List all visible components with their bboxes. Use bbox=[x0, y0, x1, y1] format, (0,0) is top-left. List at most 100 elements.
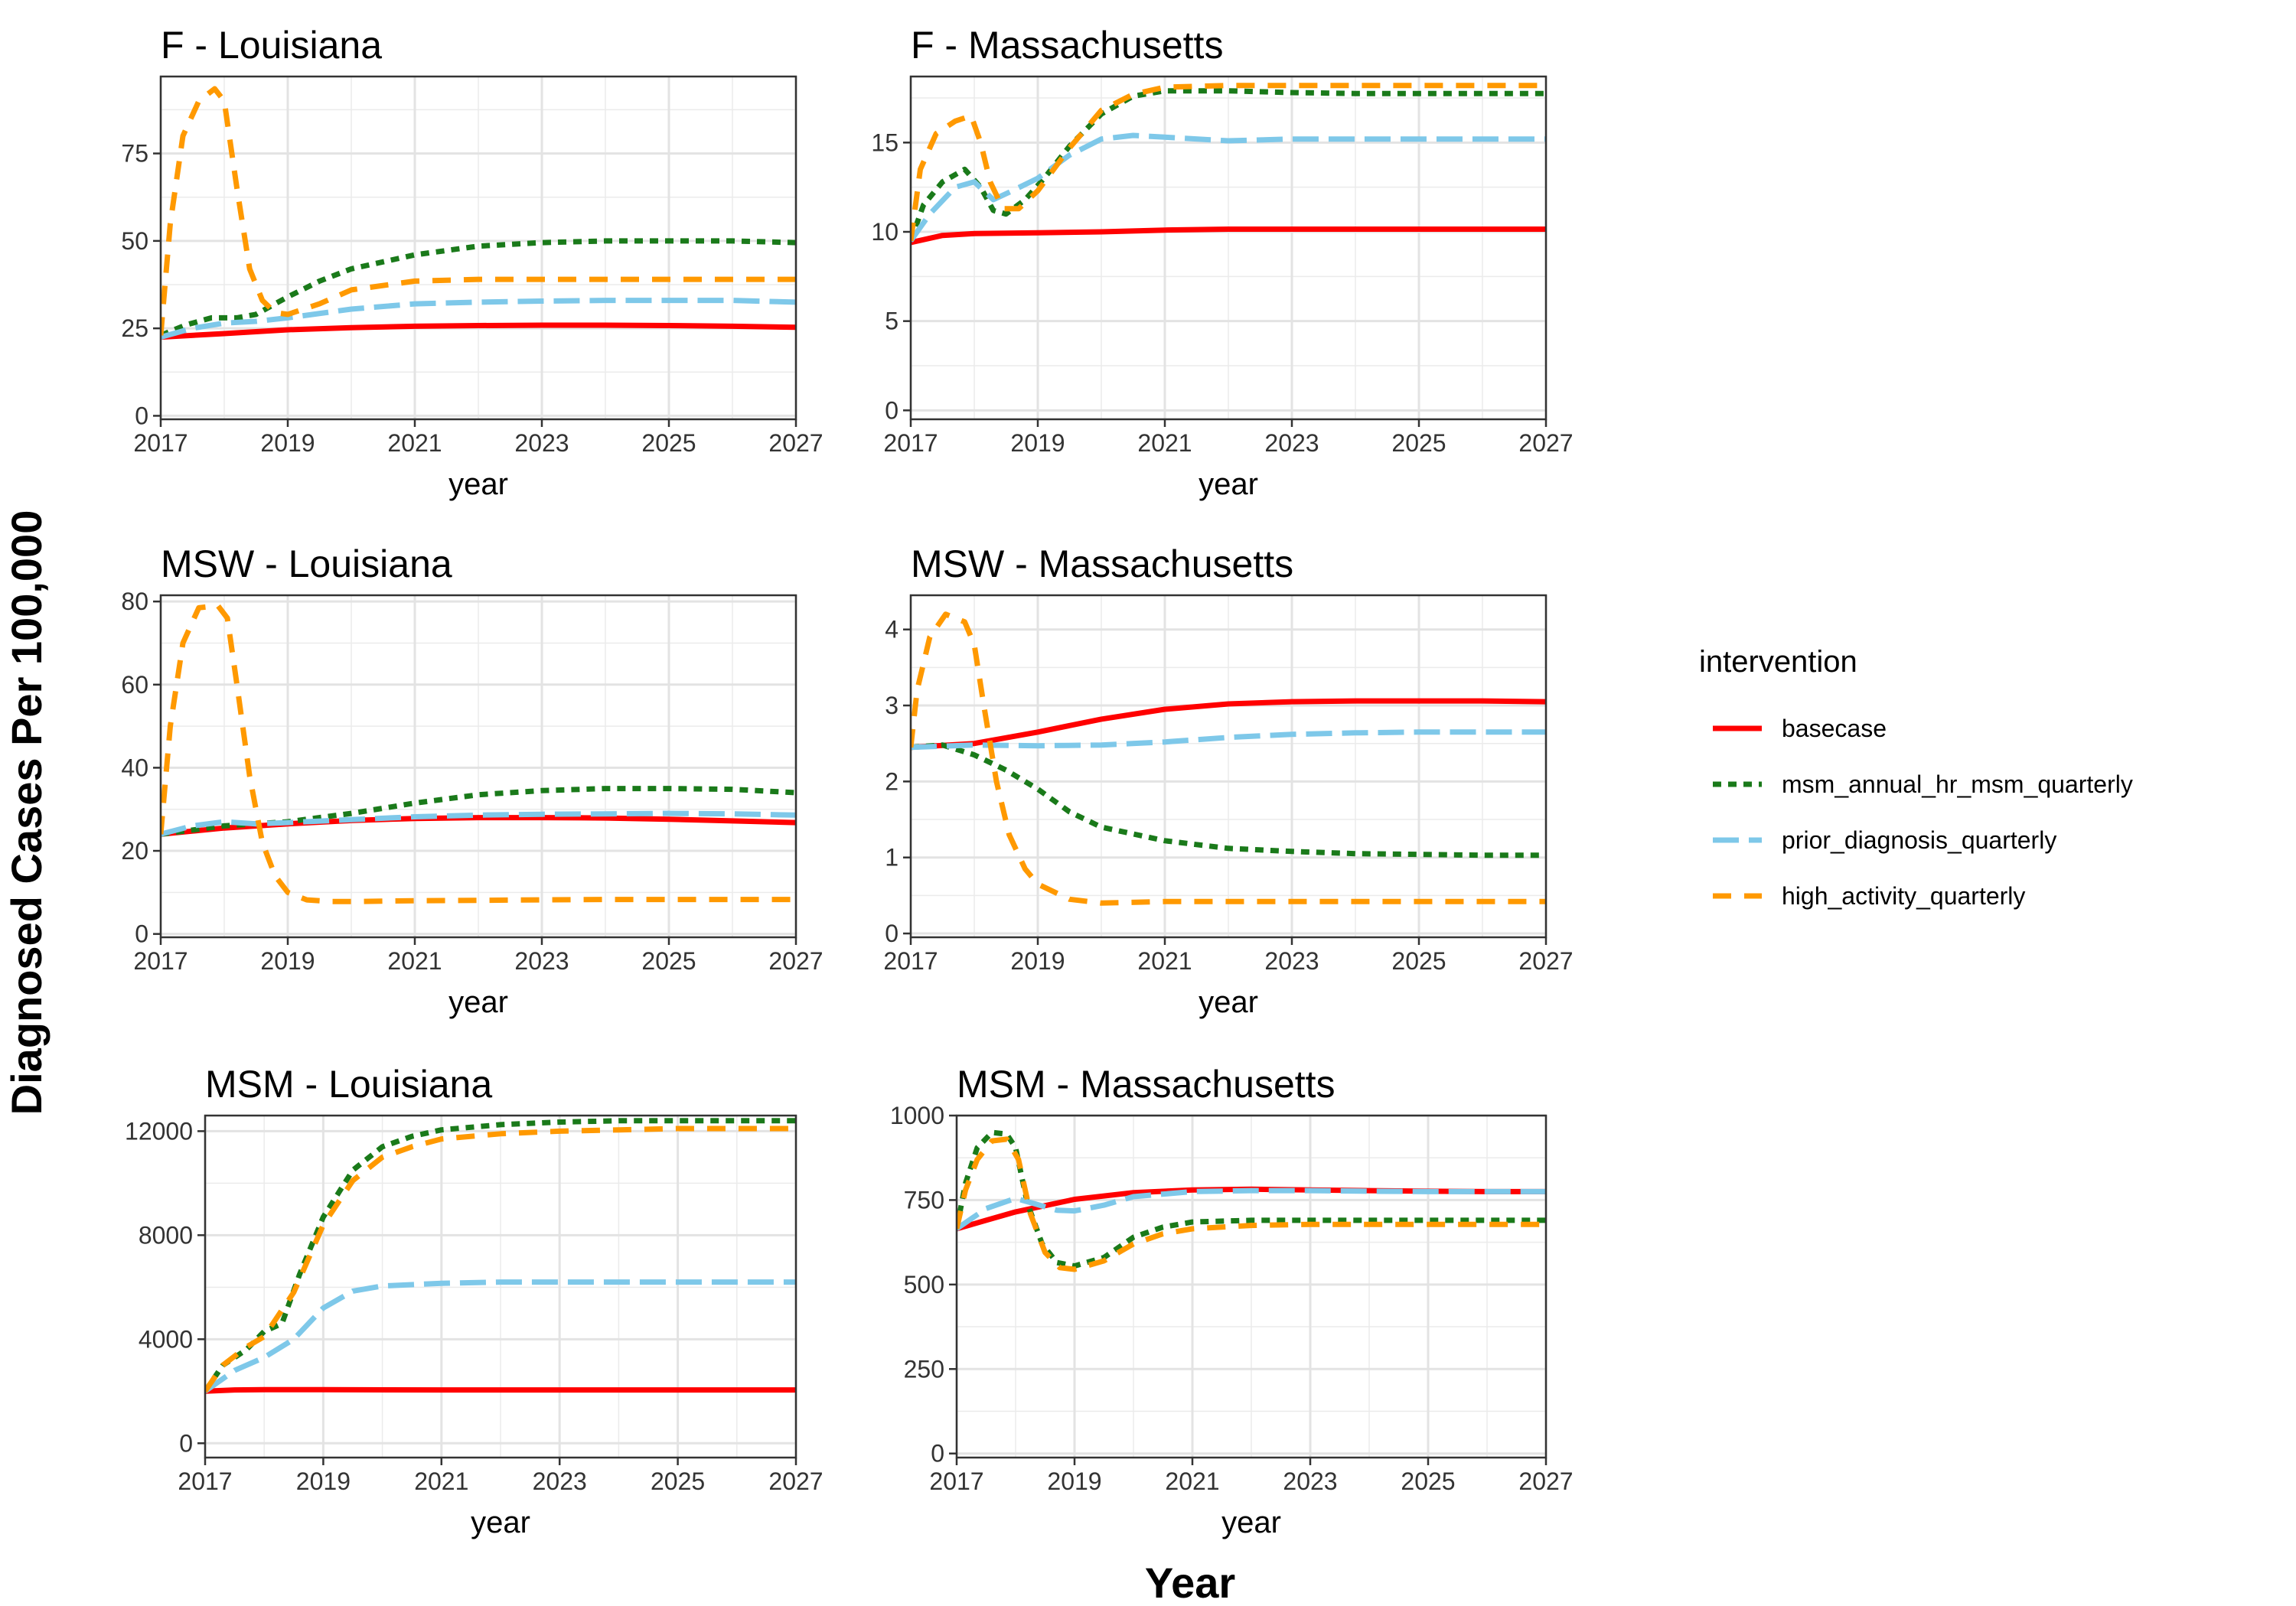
y-tick-label: 60 bbox=[121, 671, 148, 699]
series-group bbox=[161, 86, 796, 340]
x-tick-label: 2023 bbox=[1264, 947, 1319, 975]
series-line-high-activity-quarterly bbox=[161, 603, 796, 904]
x-tick-label: 2025 bbox=[641, 947, 696, 975]
legend-label: high_activity_quarterly bbox=[1782, 882, 2025, 910]
series-group bbox=[957, 1129, 1546, 1272]
y-tick-label: 4 bbox=[885, 616, 899, 643]
gridlines bbox=[909, 77, 1548, 419]
y-tick-label: 25 bbox=[121, 314, 148, 342]
x-tick-label: 2017 bbox=[178, 1468, 232, 1495]
axes: 2017 2019 2021 2023 2025 2027 0 1 2 3 4 bbox=[883, 616, 1573, 975]
x-tick-label: 2019 bbox=[296, 1468, 351, 1495]
y-tick-label: 15 bbox=[871, 129, 899, 156]
x-tick-label: 2017 bbox=[929, 1468, 983, 1495]
x-tick-label: 2023 bbox=[514, 947, 569, 975]
x-axis-label: year bbox=[471, 1506, 530, 1539]
panel-msm-louisiana: MSM - Louisiana 2017 2019 2021 2023 2025 2027 0… bbox=[125, 1063, 823, 1539]
x-tick-label: 2027 bbox=[768, 429, 823, 457]
legend-item-basecase: basecase bbox=[1713, 715, 1887, 742]
axes: 2017 2019 2021 2023 2025 2027 0 4000 8000 12000 bbox=[125, 1117, 823, 1495]
panel-border bbox=[204, 1114, 797, 1459]
panel-border bbox=[159, 594, 797, 939]
panel-msw-louisiana: MSW - Louisiana 2017 2019 2021 2023 2025 2027 0… bbox=[121, 542, 823, 1019]
x-tick-label: 2027 bbox=[768, 947, 823, 975]
axes: 2017 2019 2021 2023 2025 2027 0 25 50 75 bbox=[121, 140, 823, 457]
series-group bbox=[911, 611, 1546, 906]
series-line-prior-diagnosis-quarterly bbox=[911, 132, 1546, 243]
x-axis-label: year bbox=[1221, 1506, 1281, 1539]
y-tick-label: 2 bbox=[885, 767, 899, 795]
series-line-high-activity-quarterly bbox=[205, 1126, 796, 1393]
y-tick-label: 12000 bbox=[125, 1117, 193, 1145]
axes: 2017 2019 2021 2023 2025 2027 0 20 40 60 80 bbox=[121, 588, 823, 975]
series-line-msm-annual-hr-msm-quarterly bbox=[161, 238, 796, 338]
panel-border bbox=[955, 1114, 1548, 1459]
y-tick-label: 0 bbox=[885, 396, 899, 424]
series-line-prior-diagnosis-quarterly bbox=[161, 298, 796, 340]
legend-title: intervention bbox=[1699, 645, 1857, 679]
x-tick-label: 2019 bbox=[1010, 947, 1065, 975]
y-tick-label: 4000 bbox=[139, 1325, 193, 1353]
y-tick-label: 40 bbox=[121, 754, 148, 781]
x-tick-label: 2019 bbox=[1047, 1468, 1101, 1495]
series-line-high-activity-quarterly bbox=[957, 1136, 1546, 1272]
y-tick-label: 0 bbox=[135, 920, 148, 948]
panel-title: MSW - Massachusetts bbox=[911, 542, 1293, 585]
x-tick-label: 2027 bbox=[1518, 429, 1573, 457]
y-tick-label: 1 bbox=[885, 844, 899, 871]
x-tick-label: 2021 bbox=[414, 1468, 468, 1495]
x-tick-label: 2023 bbox=[1283, 1468, 1337, 1495]
x-axis-label: year bbox=[448, 985, 508, 1019]
axes: 2017 2019 2021 2023 2025 2027 0 250 500 750 1000 bbox=[890, 1102, 1574, 1495]
y-tick-label: 1000 bbox=[890, 1102, 944, 1129]
legend-item-high-activity-quarterly: high_activity_quarterly bbox=[1713, 882, 2025, 910]
x-axis-label: year bbox=[448, 467, 508, 501]
y-tick-label: 0 bbox=[931, 1440, 944, 1468]
legend: intervention basecase msm_annual_hr_msm_q… bbox=[1699, 645, 2133, 910]
y-tick-label: 250 bbox=[904, 1355, 944, 1383]
panel-title: MSM - Louisiana bbox=[205, 1063, 492, 1106]
series-group bbox=[161, 603, 796, 904]
axes: 2017 2019 2021 2023 2025 2027 0 5 10 15 bbox=[871, 129, 1573, 457]
y-tick-label: 0 bbox=[885, 920, 899, 947]
y-tick-label: 3 bbox=[885, 692, 899, 719]
x-tick-label: 2019 bbox=[260, 429, 315, 457]
series-line-high-activity-quarterly bbox=[911, 611, 1546, 906]
y-tick-label: 0 bbox=[179, 1429, 193, 1457]
legend-label: msm_annual_hr_msm_quarterly bbox=[1782, 770, 2133, 798]
x-tick-label: 2025 bbox=[641, 429, 696, 457]
panel-f-louisiana: F - Louisiana 2017 2019 2021 2023 2025 2027 0 25… bbox=[121, 24, 823, 501]
x-tick-label: 2023 bbox=[514, 429, 569, 457]
y-tick-label: 0 bbox=[135, 402, 148, 429]
series-line-msm-annual-hr-msm-quarterly bbox=[957, 1129, 1546, 1269]
x-tick-label: 2027 bbox=[768, 1468, 823, 1495]
panel-title: F - Massachusetts bbox=[911, 24, 1223, 67]
x-tick-label: 2023 bbox=[533, 1468, 587, 1495]
series-line-high-activity-quarterly bbox=[161, 86, 796, 336]
x-tick-label: 2023 bbox=[1264, 429, 1319, 457]
x-axis-label: year bbox=[1199, 985, 1258, 1019]
y-tick-label: 8000 bbox=[139, 1221, 193, 1249]
legend-label: basecase bbox=[1782, 715, 1887, 742]
y-tick-label: 20 bbox=[121, 837, 148, 865]
x-tick-label: 2019 bbox=[260, 947, 315, 975]
y-tick-label: 5 bbox=[885, 308, 899, 335]
series-line-prior-diagnosis-quarterly bbox=[205, 1279, 796, 1394]
x-tick-label: 2025 bbox=[1391, 947, 1446, 975]
x-axis-label: year bbox=[1199, 467, 1258, 501]
panel-f-massachusetts: F - Massachusetts 2017 2019 2021 2023 2025 202… bbox=[871, 24, 1573, 501]
y-tick-label: 80 bbox=[121, 588, 148, 615]
x-tick-label: 2025 bbox=[1391, 429, 1446, 457]
y-tick-label: 75 bbox=[121, 140, 148, 168]
x-tick-label: 2025 bbox=[1401, 1468, 1455, 1495]
series-line-basecase bbox=[161, 815, 796, 837]
legend-item-prior-diagnosis-quarterly: prior_diagnosis_quarterly bbox=[1713, 826, 2056, 854]
panel-border bbox=[909, 594, 1548, 939]
x-tick-label: 2019 bbox=[1010, 429, 1065, 457]
y-tick-label: 10 bbox=[871, 218, 899, 246]
x-tick-label: 2025 bbox=[651, 1468, 705, 1495]
series-line-prior-diagnosis-quarterly bbox=[957, 1187, 1546, 1231]
x-tick-label: 2017 bbox=[133, 947, 188, 975]
